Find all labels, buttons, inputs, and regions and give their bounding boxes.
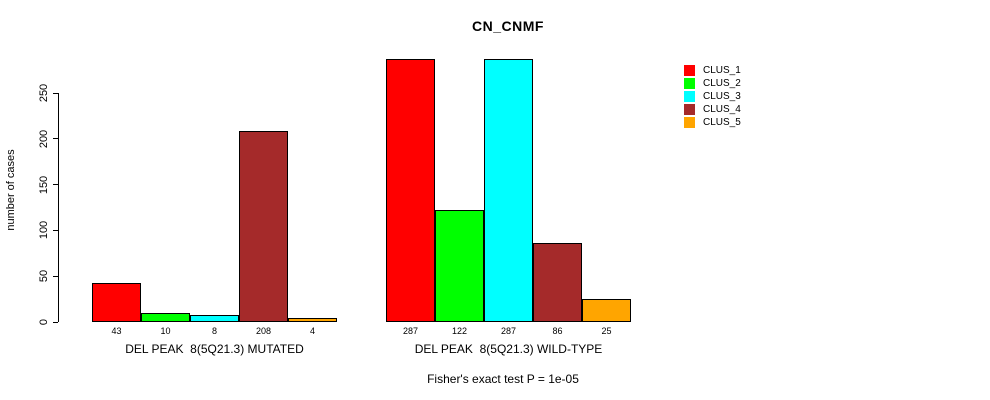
y-axis-tick-label: 50 (38, 270, 50, 283)
bar-clus_5-group2 (582, 299, 631, 322)
y-axis-tick-label: 200 (38, 129, 50, 148)
bar-clus_3-group2 (484, 59, 533, 322)
bar-value-label: 122 (451, 326, 468, 336)
chart-title: CN_CNMF (472, 18, 544, 34)
legend-swatch-clus_4 (684, 104, 695, 115)
bar-value-label: 43 (111, 326, 122, 336)
x-group-label-wildtype: DEL PEAK 8(5Q21.3) WILD-TYPE (414, 342, 603, 356)
y-axis-tick-label: 0 (38, 318, 50, 326)
y-axis-tick-label: 250 (38, 83, 50, 103)
bar-value-label: 10 (160, 326, 171, 336)
bar-clus_2-group2 (435, 210, 484, 322)
legend-swatch-clus_2 (684, 78, 695, 89)
legend-swatch-clus_3 (684, 91, 695, 102)
bar-clus_5-group1 (288, 318, 337, 322)
legend-swatch-clus_5 (684, 117, 695, 128)
y-axis-tick (53, 229, 58, 231)
y-axis-tick (53, 138, 58, 140)
fisher-test-footnote: Fisher's exact test P = 1e-05 (427, 372, 579, 386)
bar-clus_4-group2 (533, 243, 582, 322)
bar-value-label: 287 (500, 326, 517, 336)
bar-clus_1-group2 (386, 59, 435, 322)
y-axis-line (58, 93, 59, 322)
y-axis-tick-label: 100 (38, 221, 50, 240)
legend-swatch-clus_1 (684, 65, 695, 76)
y-axis-tick (53, 184, 58, 186)
bar-clus_1-group1 (92, 283, 141, 322)
bar-clus_3-group1 (190, 315, 239, 322)
legend-label-clus_1: CLUS_1 (703, 65, 741, 76)
bar-value-label: 4 (309, 326, 315, 336)
bar-clus_4-group1 (239, 131, 288, 322)
bar-clus_2-group1 (141, 313, 190, 322)
x-group-label-mutated: DEL PEAK 8(5Q21.3) MUTATED (125, 342, 304, 356)
y-axis-tick-label: 150 (38, 175, 50, 194)
bar-value-label: 287 (402, 326, 419, 336)
legend-label-clus_4: CLUS_4 (703, 104, 741, 115)
y-axis-tick (53, 275, 58, 277)
bar-value-label: 25 (601, 326, 612, 336)
legend-label-clus_3: CLUS_3 (703, 91, 741, 102)
legend-label-clus_5: CLUS_5 (703, 117, 741, 128)
legend-label-clus_2: CLUS_2 (703, 78, 741, 89)
y-axis-title: number of cases (5, 149, 17, 231)
bar-value-label: 8 (211, 326, 217, 336)
bar-value-label: 86 (552, 326, 563, 336)
bar-value-label: 208 (255, 326, 272, 336)
y-axis-tick (53, 92, 58, 94)
y-axis-tick (53, 321, 58, 323)
